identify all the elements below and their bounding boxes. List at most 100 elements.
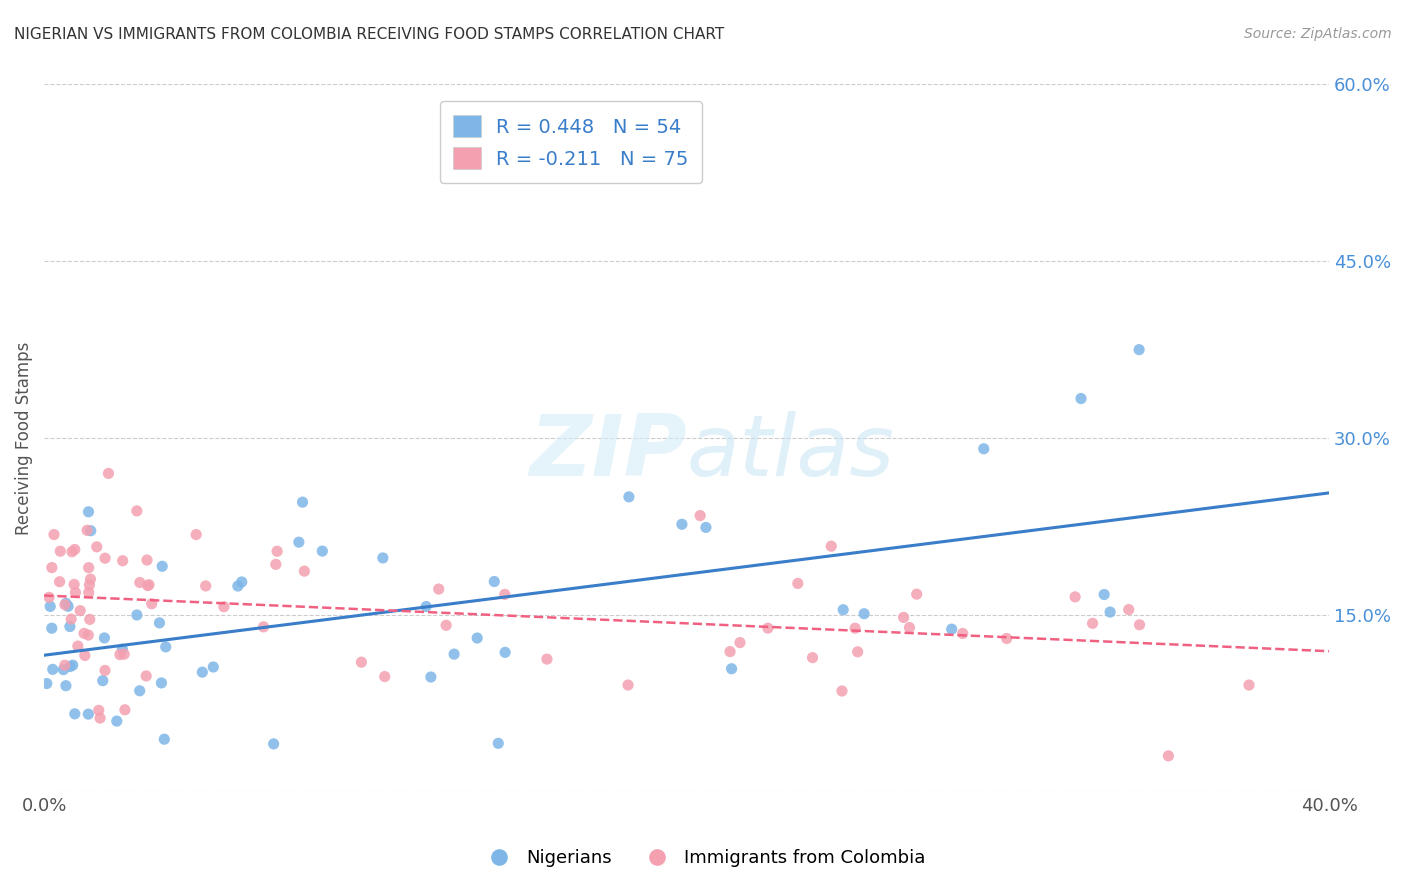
Point — [186, 527, 208, 541]
Point — [371, 550, 394, 565]
Point — [226, 579, 249, 593]
Point — [66, 639, 89, 653]
Point — [112, 647, 135, 661]
Point — [1237, 678, 1260, 692]
Point — [87, 703, 110, 717]
Point — [1128, 617, 1150, 632]
Point — [128, 575, 150, 590]
Point — [86, 540, 108, 554]
Point — [153, 732, 176, 747]
Point — [728, 635, 751, 649]
Point — [832, 603, 855, 617]
Point — [108, 648, 131, 662]
Point — [801, 650, 824, 665]
Point — [1099, 605, 1122, 619]
Legend: Nigerians, Immigrants from Colombia: Nigerians, Immigrants from Colombia — [474, 842, 932, 874]
Point — [995, 632, 1018, 646]
Point — [695, 520, 717, 534]
Point — [135, 669, 157, 683]
Point — [231, 574, 253, 589]
Point — [617, 678, 640, 692]
Point — [94, 551, 117, 566]
Point — [266, 544, 288, 558]
Point — [898, 621, 921, 635]
Point — [720, 662, 742, 676]
Point — [79, 612, 101, 626]
Point — [53, 658, 76, 673]
Point — [48, 574, 70, 589]
Point — [125, 607, 148, 622]
Point — [62, 658, 84, 673]
Point — [141, 597, 163, 611]
Point — [79, 578, 101, 592]
Point — [138, 578, 160, 592]
Text: ZIP: ZIP — [529, 410, 686, 493]
Point — [617, 490, 640, 504]
Text: Source: ZipAtlas.com: Source: ZipAtlas.com — [1244, 27, 1392, 41]
Y-axis label: Receiving Food Stamps: Receiving Food Stamps — [15, 342, 32, 535]
Point — [77, 707, 100, 722]
Point — [60, 612, 83, 626]
Point — [150, 559, 173, 574]
Point — [952, 626, 974, 640]
Point — [114, 703, 136, 717]
Point — [292, 564, 315, 578]
Point — [427, 582, 450, 596]
Point — [111, 554, 134, 568]
Point — [671, 517, 693, 532]
Point — [973, 442, 995, 456]
Point — [202, 660, 225, 674]
Point — [853, 607, 876, 621]
Point — [42, 527, 65, 541]
Point — [1118, 602, 1140, 616]
Point — [494, 645, 516, 659]
Point — [1092, 588, 1115, 602]
Point — [486, 736, 509, 750]
Point — [434, 618, 457, 632]
Point — [786, 576, 808, 591]
Point — [73, 626, 96, 640]
Point — [41, 621, 63, 635]
Point — [689, 508, 711, 523]
Text: atlas: atlas — [686, 410, 894, 493]
Point — [65, 585, 87, 599]
Text: NIGERIAN VS IMMIGRANTS FROM COLOMBIA RECEIVING FOOD STAMPS CORRELATION CHART: NIGERIAN VS IMMIGRANTS FROM COLOMBIA REC… — [14, 27, 724, 42]
Point — [89, 711, 111, 725]
Point — [53, 598, 76, 612]
Point — [69, 604, 91, 618]
Point — [419, 670, 441, 684]
Point — [291, 495, 314, 509]
Point — [311, 544, 333, 558]
Point — [1070, 392, 1092, 406]
Point — [1157, 748, 1180, 763]
Point — [350, 655, 373, 669]
Point — [77, 505, 100, 519]
Point — [55, 596, 77, 610]
Point — [73, 648, 96, 663]
Point — [79, 572, 101, 586]
Point — [128, 683, 150, 698]
Point — [1128, 343, 1150, 357]
Point — [35, 676, 58, 690]
Point — [97, 467, 120, 481]
Point — [191, 665, 214, 680]
Point — [77, 585, 100, 599]
Point — [63, 542, 86, 557]
Point — [150, 676, 173, 690]
Point — [155, 640, 177, 654]
Point — [415, 599, 437, 614]
Point — [125, 504, 148, 518]
Point — [820, 539, 842, 553]
Point — [38, 591, 60, 605]
Point — [443, 647, 465, 661]
Point — [756, 621, 779, 635]
Point — [374, 669, 396, 683]
Legend: R = 0.448   N = 54, R = -0.211   N = 75: R = 0.448 N = 54, R = -0.211 N = 75 — [440, 101, 702, 183]
Point — [94, 664, 117, 678]
Point — [105, 714, 128, 728]
Point — [718, 644, 741, 658]
Point — [55, 679, 77, 693]
Point — [465, 631, 488, 645]
Point — [60, 545, 83, 559]
Point — [252, 620, 274, 634]
